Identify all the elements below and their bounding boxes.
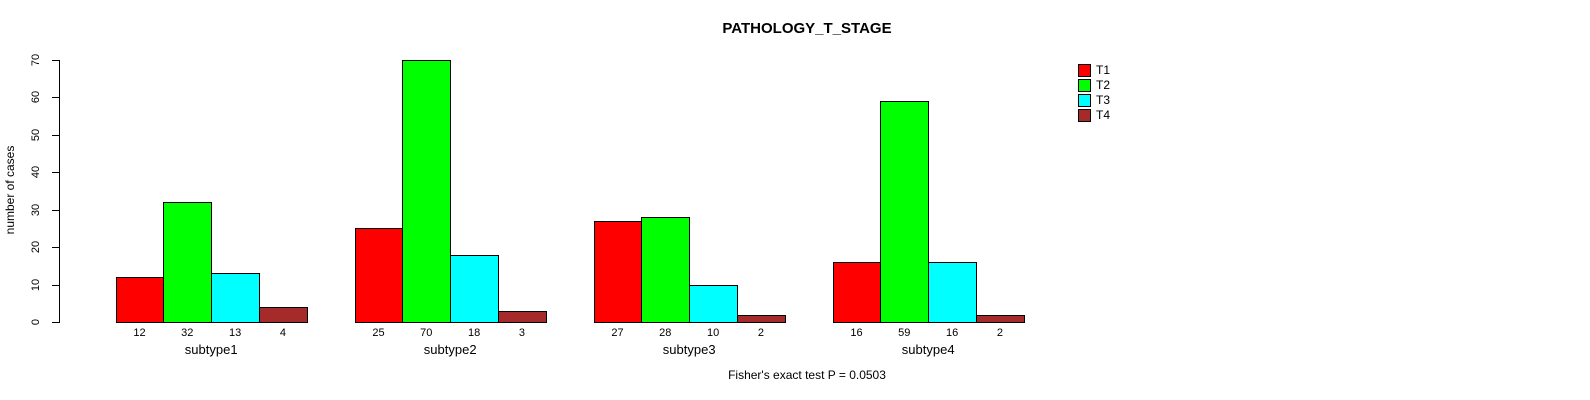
bar-t1-subtype4 <box>832 262 882 323</box>
bar-value-label: 16 <box>850 327 863 339</box>
group-label-subtype2: subtype2 <box>423 342 477 357</box>
legend-label: T2 <box>1096 78 1111 92</box>
bar-value-label: 25 <box>372 327 385 339</box>
y-axis-label: number of cases <box>3 145 17 235</box>
bar-value-label: 59 <box>898 327 911 339</box>
bar-value-label: 3 <box>518 327 525 339</box>
legend: T1 T2 T3 T4 <box>1078 63 1110 123</box>
legend-swatch-t1 <box>1078 64 1091 77</box>
bar-t3-subtype1 <box>211 273 260 323</box>
bar-value-label: 2 <box>757 327 764 339</box>
legend-row-t3: T3 <box>1078 93 1110 108</box>
legend-swatch-t4 <box>1078 109 1091 122</box>
y-tick-label: 10 <box>30 278 42 291</box>
group-label-subtype4: subtype4 <box>901 342 955 357</box>
y-tick-label: 0 <box>30 318 42 326</box>
bar-t1-subtype1 <box>115 277 165 323</box>
chart-title: PATHOLOGY_T_STAGE <box>722 20 892 37</box>
bar-t4-subtype1 <box>259 307 308 323</box>
legend-row-t4: T4 <box>1078 108 1110 123</box>
legend-label: T4 <box>1096 108 1111 122</box>
bar-t1-subtype2 <box>354 228 404 323</box>
bar-value-label: 10 <box>706 327 720 339</box>
bar-t1-subtype3 <box>593 221 643 323</box>
legend-label: T1 <box>1096 63 1111 77</box>
bar-t3-subtype3 <box>689 285 738 323</box>
bar-value-label: 27 <box>611 327 624 339</box>
y-axis-tick <box>52 97 60 99</box>
bar-value-label: 32 <box>181 327 194 339</box>
bar-value-label: 28 <box>659 327 672 339</box>
bar-t4-subtype3 <box>737 315 786 323</box>
bar-value-label: 70 <box>420 327 433 339</box>
bar-t4-subtype4 <box>976 315 1025 323</box>
y-tick-label: 30 <box>30 203 42 216</box>
legend-swatch-t2 <box>1078 79 1091 92</box>
y-axis-line <box>59 60 60 323</box>
bar-t2-subtype2 <box>402 60 452 323</box>
group-label-subtype1: subtype1 <box>184 342 238 357</box>
y-axis-tick <box>52 209 60 211</box>
bar-value-label: 13 <box>228 327 242 339</box>
annotation-text: Fisher's exact test P = 0.0503 <box>728 368 886 382</box>
bar-t3-subtype2 <box>450 255 499 323</box>
bar-t3-subtype4 <box>928 262 977 323</box>
legend-row-t1: T1 <box>1078 63 1110 78</box>
y-tick-label: 40 <box>30 166 42 179</box>
group-label-subtype3: subtype3 <box>662 342 716 357</box>
y-tick-label: 20 <box>30 241 42 254</box>
y-axis-tick <box>52 322 60 323</box>
legend-swatch-t3 <box>1078 94 1091 107</box>
y-tick-label: 50 <box>30 128 42 141</box>
bar-value-label: 12 <box>133 327 146 339</box>
bar-t2-subtype3 <box>641 217 691 323</box>
bar-value-label: 2 <box>996 327 1003 339</box>
bar-value-label: 18 <box>467 327 481 339</box>
y-axis-tick <box>52 60 60 61</box>
y-tick-label: 60 <box>30 91 42 104</box>
y-axis-tick <box>52 284 60 286</box>
legend-label: T3 <box>1096 93 1111 107</box>
bar-t2-subtype4 <box>880 101 930 323</box>
y-axis-tick <box>52 172 60 174</box>
bar-value-label: 4 <box>279 327 286 339</box>
y-axis-tick <box>52 134 60 136</box>
bar-t4-subtype2 <box>498 311 547 323</box>
bar-t2-subtype1 <box>163 202 213 323</box>
legend-row-t2: T2 <box>1078 78 1110 93</box>
bar-value-label: 16 <box>945 327 959 339</box>
y-tick-label: 70 <box>30 53 42 67</box>
y-axis-tick <box>52 247 60 249</box>
